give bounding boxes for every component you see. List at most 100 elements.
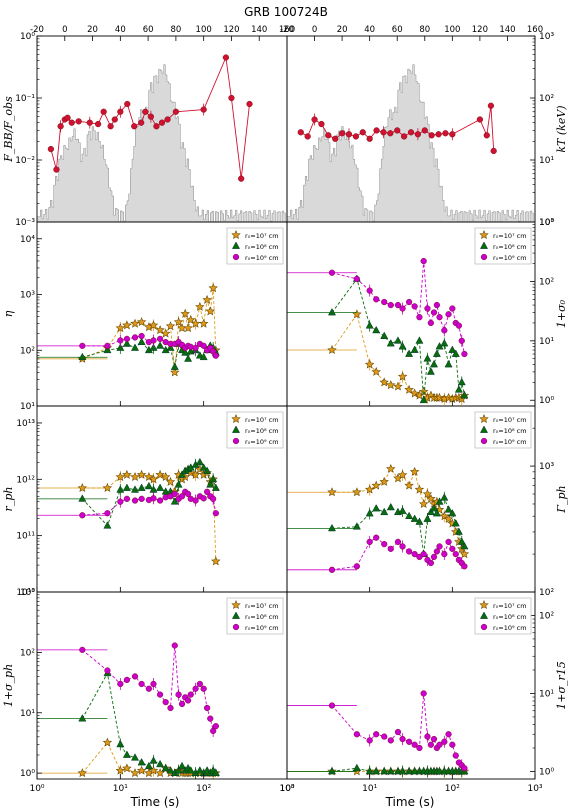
data-point	[311, 116, 318, 123]
data-point	[353, 563, 360, 570]
x-tick-label: -20	[30, 25, 44, 35]
panel-p4r: 10⁰ 10¹ 10² 1+σ_r15 r₀=10⁷ cm r₀=10⁸ cm r₀=10⁹…	[279, 591, 568, 794]
plot-area: 10⁻³ 10⁻² 10⁻¹ 10⁰ F_BB/F_obs -20 0 20 40 60 80 100…	[2, 25, 568, 794]
series-line	[82, 288, 217, 373]
legend-marker-r8	[231, 611, 241, 619]
data-point	[397, 470, 408, 480]
data-point	[199, 352, 208, 361]
data-point	[174, 766, 183, 774]
data-point	[409, 466, 420, 476]
data-point	[64, 114, 71, 121]
data-point	[77, 483, 88, 493]
data-point	[178, 761, 187, 770]
data-point	[205, 306, 216, 316]
data-point	[318, 120, 325, 128]
y-tick-label: 10²	[20, 346, 35, 356]
data-point	[461, 350, 468, 358]
data-point	[365, 321, 374, 329]
y-axis-label: 1+σ_ph	[2, 664, 15, 707]
data-point	[104, 667, 111, 674]
y-tick-label: 10¹²	[16, 475, 35, 485]
series-r9	[287, 534, 468, 573]
data-point	[165, 476, 176, 486]
y-tick-label: 10⁻²	[15, 156, 35, 166]
data-point	[452, 752, 459, 759]
data-point	[131, 497, 139, 504]
y-tick-label: 10⁰	[539, 767, 554, 777]
data-point	[144, 481, 153, 490]
data-point	[457, 377, 466, 386]
series-data	[297, 102, 497, 155]
data-point	[144, 761, 153, 770]
y-tick-label: 10³	[539, 218, 554, 228]
data-point	[136, 317, 147, 327]
data-point	[328, 269, 336, 276]
data-point	[455, 322, 462, 329]
series-line	[331, 497, 465, 555]
data-point	[433, 301, 440, 309]
data-point	[371, 366, 381, 376]
data-point	[156, 691, 164, 698]
series-r8	[287, 274, 469, 404]
legend: r₀=10⁷ cm r₀=10⁸ cm r₀=10⁹ cm	[226, 411, 284, 449]
x-tick-label: -20	[280, 25, 294, 35]
legend-label-r9: r₀=10⁹ cm	[245, 624, 279, 632]
series-r7	[287, 463, 470, 559]
data-point	[441, 327, 448, 334]
data-point	[415, 336, 424, 344]
data-point	[394, 728, 402, 736]
data-point	[172, 108, 179, 115]
data-point	[79, 646, 86, 653]
legend-marker-r9	[480, 437, 488, 445]
series-r9	[37, 332, 219, 359]
data-point	[406, 738, 413, 745]
data-point	[427, 559, 434, 567]
data-point	[406, 548, 413, 555]
data-point	[381, 298, 388, 306]
data-point	[145, 685, 152, 692]
data-point	[116, 343, 125, 351]
data-point	[387, 737, 394, 744]
data-point	[103, 345, 112, 354]
data-point	[130, 318, 140, 328]
data-point	[411, 741, 418, 748]
legend: r₀=10⁷ cm r₀=10⁸ cm r₀=10⁹ cm	[474, 227, 532, 265]
data-point	[419, 395, 428, 404]
data-point	[117, 337, 124, 344]
legend: r₀=10⁷ cm r₀=10⁸ cm r₀=10⁹ cm	[226, 227, 284, 265]
legend-label-r7: r₀=10⁷ cm	[245, 232, 279, 240]
data-point	[393, 381, 403, 391]
data-point	[371, 480, 381, 490]
data-point	[123, 495, 131, 502]
data-point	[393, 336, 402, 344]
x-tick-label: 20	[87, 25, 98, 35]
data-point	[435, 766, 444, 775]
data-point	[449, 131, 456, 138]
data-point	[460, 391, 469, 399]
data-point	[184, 697, 192, 704]
data-point	[373, 534, 380, 541]
panel-p1r: 10⁰ 10¹ 10² 10³ kT (keV) -20 0 20 40 60 80 100 120 14…	[280, 25, 568, 228]
x-tick-label: 100	[444, 25, 460, 35]
y-tick-label: 10¹	[20, 709, 35, 719]
y-tick-label: 10⁰	[20, 769, 35, 779]
series-r9	[287, 257, 468, 358]
data-point	[156, 341, 165, 349]
data-point	[222, 54, 229, 61]
data-point	[406, 298, 413, 306]
legend-label-r8: r₀=10⁸ cm	[493, 243, 527, 251]
data-point	[410, 766, 419, 775]
data-point	[111, 116, 118, 123]
data-point	[410, 514, 419, 522]
series-r7	[37, 282, 221, 377]
data-point	[149, 756, 158, 764]
data-point	[428, 132, 435, 139]
y-tick-label: 10⁰	[539, 218, 554, 228]
x-tick-label: 0	[62, 25, 67, 35]
y-tick-label: 10²	[539, 611, 554, 621]
legend: r₀=10⁷ cm r₀=10⁸ cm r₀=10⁹ cm	[474, 597, 532, 635]
data-point	[372, 766, 381, 775]
data-point	[327, 766, 336, 775]
series-r8	[37, 337, 220, 370]
data-point	[441, 550, 448, 558]
